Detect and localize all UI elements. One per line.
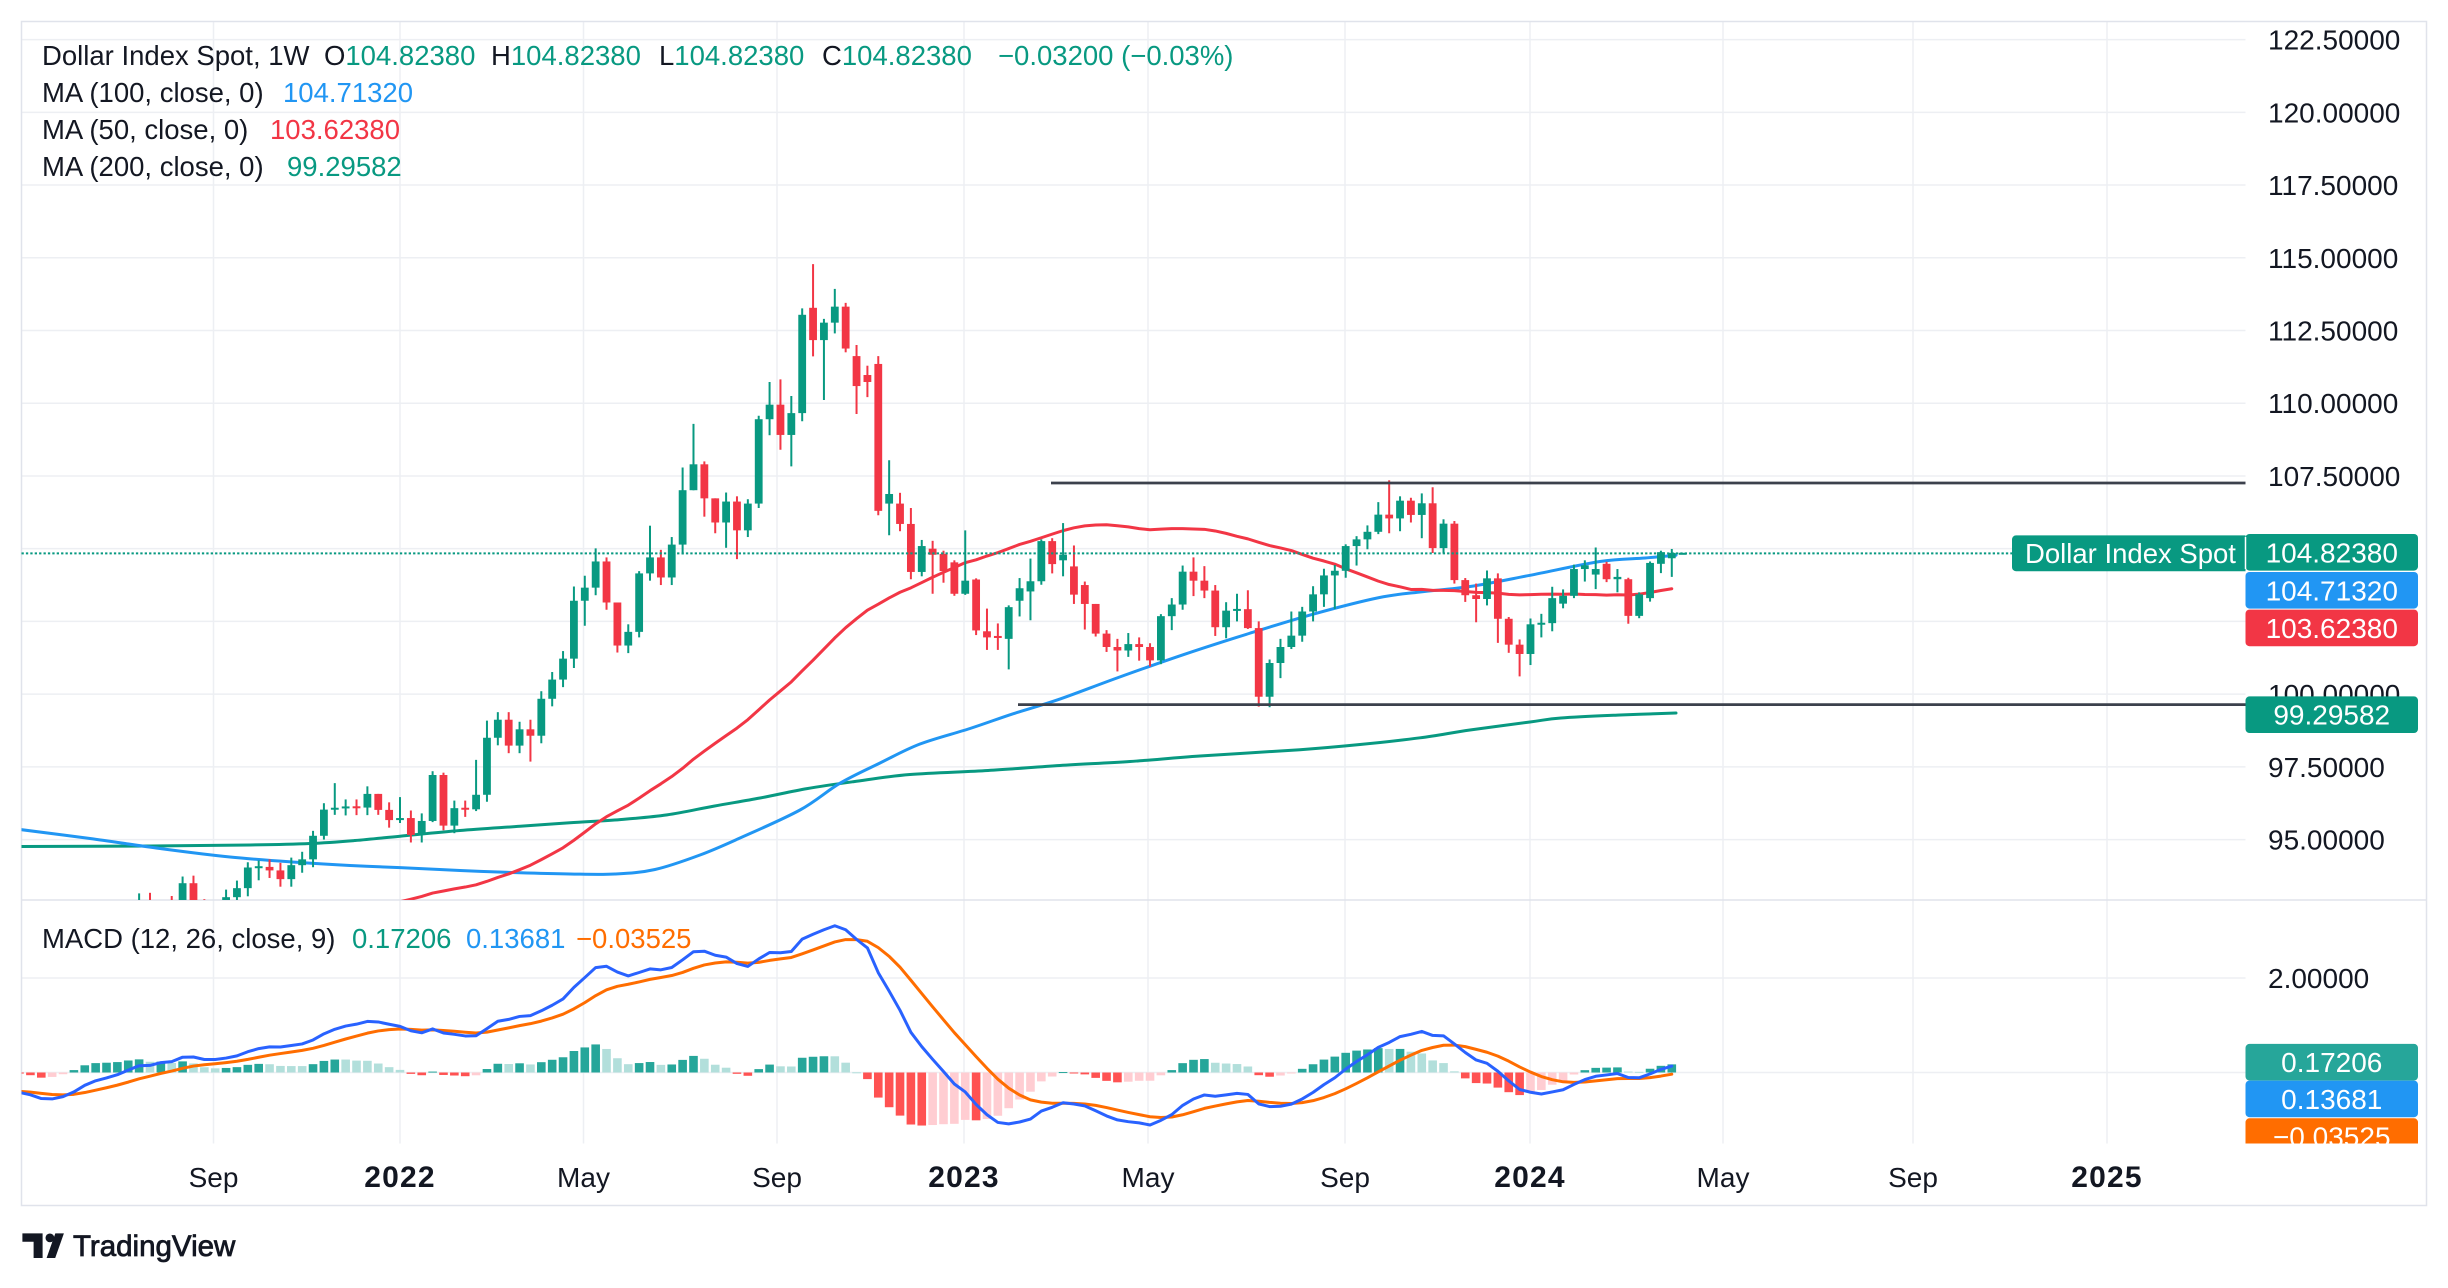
svg-text:TradingView: TradingView	[73, 1230, 236, 1263]
svg-text:2023: 2023	[928, 1161, 1000, 1194]
svg-text:May: May	[1697, 1162, 1750, 1193]
svg-text:2022: 2022	[364, 1161, 436, 1194]
svg-text:2025: 2025	[2071, 1161, 2143, 1194]
svg-text:Sep: Sep	[189, 1162, 239, 1193]
svg-text:Sep: Sep	[752, 1162, 802, 1193]
svg-text:MACD (12, 26, close, 9) 0.1720: MACD (12, 26, close, 9) 0.17206 0.13681 −0…	[42, 923, 691, 954]
svg-text:Dollar Index Spot: Dollar Index Spot	[2025, 538, 2236, 569]
svg-text:2024: 2024	[1494, 1161, 1566, 1194]
svg-text:104.82380: 104.82380	[2266, 537, 2398, 568]
svg-text:112.50000: 112.50000	[2268, 316, 2398, 347]
svg-text:−0.03525: −0.03525	[2273, 1122, 2391, 1153]
svg-text:99.29582: 99.29582	[2273, 700, 2390, 731]
svg-text:MA (200, close, 0) 99.29582: MA (200, close, 0) 99.29582	[42, 151, 402, 182]
svg-text:MA (100, close, 0) 104.71320: MA (100, close, 0) 104.71320	[42, 77, 413, 108]
svg-text:Sep: Sep	[1888, 1162, 1938, 1193]
svg-text:95.00000: 95.00000	[2268, 825, 2385, 856]
svg-text:0.13681: 0.13681	[2281, 1084, 2382, 1115]
svg-text:May: May	[1122, 1162, 1175, 1193]
svg-text:97.50000: 97.50000	[2268, 752, 2385, 783]
svg-text:May: May	[557, 1162, 610, 1193]
svg-text:2.00000: 2.00000	[2268, 963, 2369, 994]
svg-text:115.00000: 115.00000	[2268, 243, 2398, 274]
svg-text:120.00000: 120.00000	[2268, 97, 2400, 128]
svg-text:0.17206: 0.17206	[2281, 1047, 2382, 1078]
svg-text:122.50000: 122.50000	[2268, 25, 2400, 56]
svg-text:104.71320: 104.71320	[2266, 575, 2398, 606]
svg-text:MA (50, close, 0) 103.62380: MA (50, close, 0) 103.62380	[42, 114, 400, 145]
svg-text:117.50000: 117.50000	[2268, 170, 2398, 201]
svg-text:103.62380: 103.62380	[2266, 613, 2398, 644]
svg-text:Sep: Sep	[1320, 1162, 1370, 1193]
svg-text:107.50000: 107.50000	[2268, 461, 2400, 492]
svg-text:110.00000: 110.00000	[2268, 388, 2398, 419]
